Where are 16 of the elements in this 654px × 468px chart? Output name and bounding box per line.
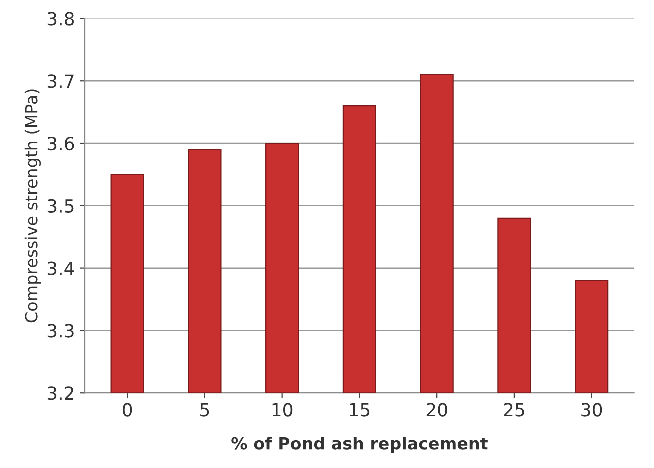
y-tick-label: 3.2 <box>48 386 74 400</box>
x-tick-label: 0 <box>123 403 132 417</box>
y-axis-title: Compressive strength (MPa) <box>24 90 42 323</box>
y-tick-label: 3.3 <box>48 324 74 338</box>
y-tick-label: 3.4 <box>48 262 74 276</box>
x-tick-label: 5 <box>200 403 210 417</box>
x-tick-label: 30 <box>582 403 602 417</box>
x-tick-label: 15 <box>350 403 370 417</box>
x-axis-title: % of Pond ash replacement <box>232 436 488 454</box>
x-tick-label: 25 <box>504 403 524 417</box>
x-tick-label: 20 <box>426 403 448 417</box>
y-tick-label: 3.7 <box>48 74 74 88</box>
y-tick-label: 3.6 <box>48 136 74 151</box>
y-tick-label: 3.8 <box>48 12 74 26</box>
x-tick-label: 10 <box>272 403 293 417</box>
y-tick-label: 3.5 <box>48 199 74 214</box>
